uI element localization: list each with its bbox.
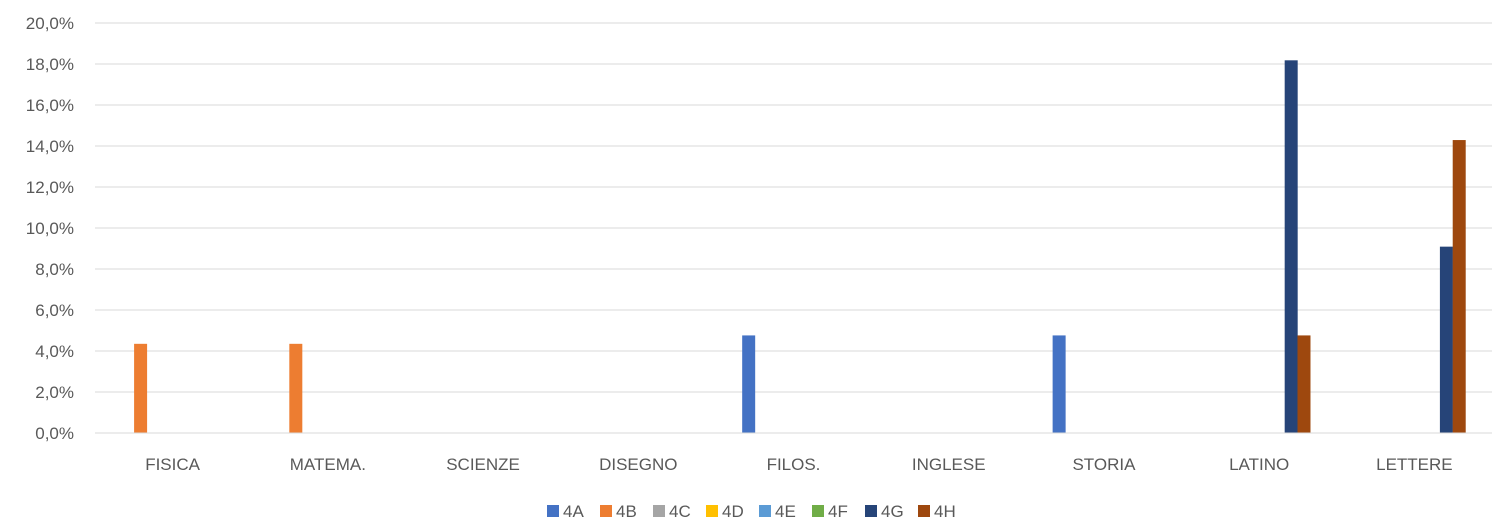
- legend-swatch: [600, 505, 612, 517]
- y-tick-label: 2,0%: [35, 383, 74, 402]
- legend-item: 4C: [653, 502, 691, 521]
- y-tick-label: 0,0%: [35, 424, 74, 443]
- x-category-label: LATINO: [1229, 455, 1289, 474]
- x-category-label: LETTERE: [1376, 455, 1453, 474]
- bar-4G-latino: [1284, 60, 1298, 434]
- bar-4H-latino: [1297, 335, 1311, 433]
- legend-swatch: [759, 505, 771, 517]
- legend-label: 4F: [828, 502, 848, 521]
- y-tick-label: 20,0%: [26, 14, 74, 33]
- legend-swatch: [865, 505, 877, 517]
- x-category-label: FISICA: [145, 455, 200, 474]
- bar-4G-lettere: [1439, 246, 1453, 433]
- x-category-label: MATEMA.: [290, 455, 366, 474]
- legend-label: 4E: [775, 502, 796, 521]
- gridlines: [95, 22, 1492, 393]
- legend-swatch: [812, 505, 824, 517]
- legend-label: 4D: [722, 502, 744, 521]
- legend-item: 4E: [759, 502, 796, 521]
- y-tick-label: 8,0%: [35, 260, 74, 279]
- legend-swatch: [918, 505, 930, 517]
- bars: [134, 60, 1466, 434]
- bar-4A-storia: [1052, 335, 1066, 433]
- legend-swatch: [653, 505, 665, 517]
- legend-swatch: [706, 505, 718, 517]
- bar-4H-lettere: [1452, 140, 1466, 433]
- legend-item: 4D: [706, 502, 744, 521]
- x-category-label: SCIENZE: [446, 455, 520, 474]
- x-category-label: FILOS.: [767, 455, 821, 474]
- legend-item: 4F: [812, 502, 848, 521]
- y-tick-label: 14,0%: [26, 137, 74, 156]
- x-category-label: INGLESE: [912, 455, 986, 474]
- y-tick-label: 10,0%: [26, 219, 74, 238]
- x-category-label: DISEGNO: [599, 455, 677, 474]
- legend-item: 4G: [865, 502, 904, 521]
- legend-label: 4G: [881, 502, 904, 521]
- legend-item: 4A: [547, 502, 584, 521]
- y-tick-label: 16,0%: [26, 96, 74, 115]
- bar-4A-filos: [742, 335, 756, 433]
- y-tick-label: 4,0%: [35, 342, 74, 361]
- bar-4B-matema: [289, 343, 303, 433]
- y-tick-label: 18,0%: [26, 55, 74, 74]
- legend-label: 4C: [669, 502, 691, 521]
- legend-swatch: [547, 505, 559, 517]
- y-tick-label: 12,0%: [26, 178, 74, 197]
- y-tick-label: 6,0%: [35, 301, 74, 320]
- x-category-label: STORIA: [1072, 455, 1136, 474]
- legend-label: 4A: [563, 502, 584, 521]
- legend: 4A 4B 4C 4D 4E 4F 4G 4H: [547, 502, 956, 521]
- legend-item: 4H: [918, 502, 956, 521]
- legend-label: 4B: [616, 502, 637, 521]
- legend-label: 4H: [934, 502, 956, 521]
- y-axis-tick-labels: 0,0% 2,0% 4,0% 6,0% 8,0% 10,0% 12,0% 14,0% 16,0%…: [26, 14, 74, 443]
- bar-4B-fisica: [134, 343, 148, 433]
- legend-item: 4B: [600, 502, 637, 521]
- x-axis-category-labels: FISICA MATEMA. SCIENZE DISEGNO FILOS. INGLESE…: [145, 455, 1452, 474]
